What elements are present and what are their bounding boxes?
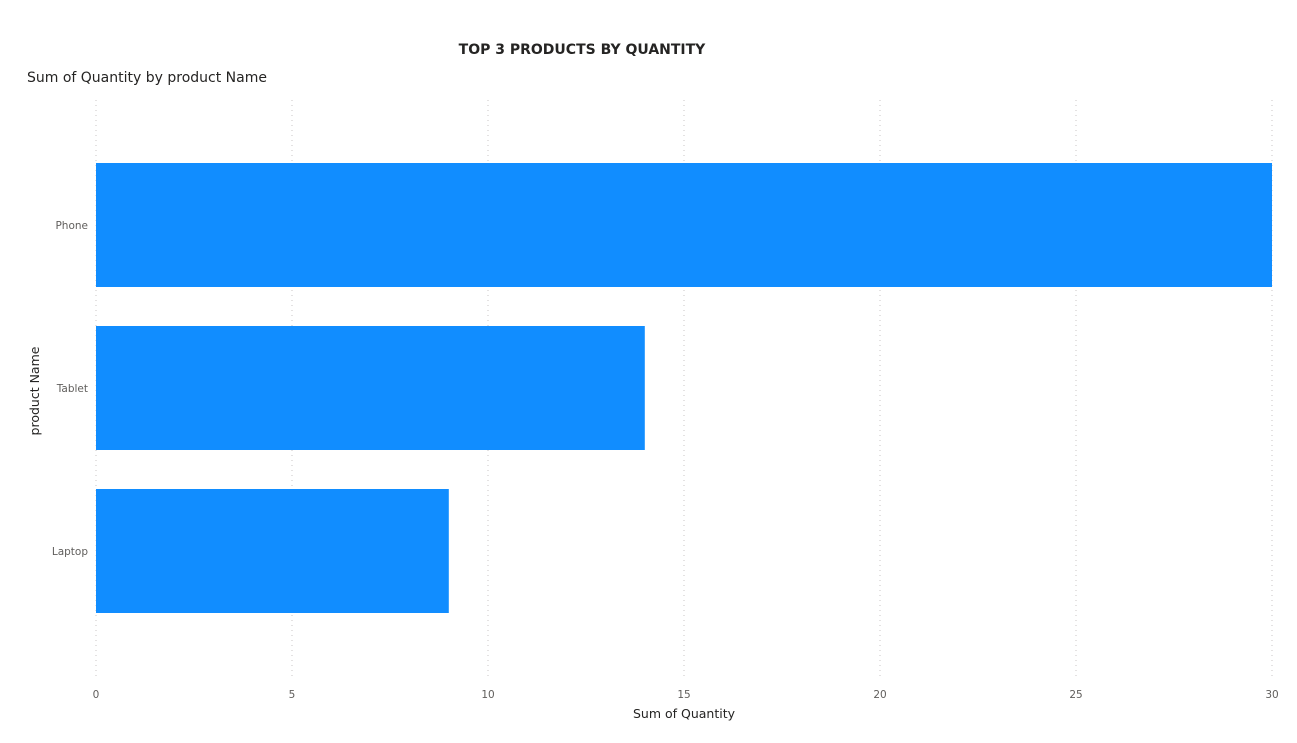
y-axis-title: product Name xyxy=(27,346,42,435)
x-tick-label: 20 xyxy=(873,689,886,701)
y-tick-label: Tablet xyxy=(56,383,88,395)
bar-tablet[interactable] xyxy=(96,326,645,450)
y-tick-label: Laptop xyxy=(52,546,88,558)
x-tick-label: 0 xyxy=(93,689,100,701)
x-tick-labels: 0 5 10 15 20 25 30 xyxy=(93,689,1279,701)
bar-phone[interactable] xyxy=(96,163,1272,287)
x-tick-label: 25 xyxy=(1069,689,1082,701)
y-tick-labels: Phone Tablet Laptop xyxy=(52,220,88,558)
y-tick-label: Phone xyxy=(55,220,88,232)
bars xyxy=(96,163,1272,613)
x-tick-label: 10 xyxy=(481,689,494,701)
bar-laptop[interactable] xyxy=(96,489,449,613)
chart-title: TOP 3 PRODUCTS BY QUANTITY xyxy=(459,42,707,58)
x-tick-label: 5 xyxy=(289,689,296,701)
x-axis-title: Sum of Quantity xyxy=(633,706,736,721)
x-tick-label: 30 xyxy=(1265,689,1278,701)
chart-subtitle: Sum of Quantity by product Name xyxy=(27,70,267,86)
x-tick-label: 15 xyxy=(677,689,690,701)
